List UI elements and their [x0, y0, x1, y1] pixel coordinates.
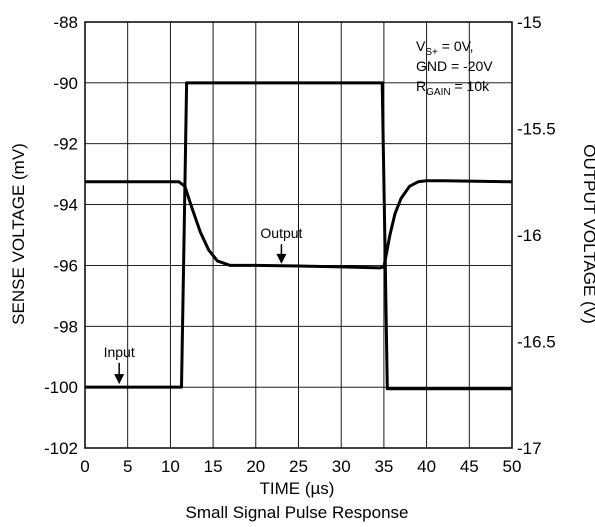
condition-rgain: RGAIN = 10k — [416, 78, 490, 98]
y-tick-label-left: -94 — [53, 196, 78, 215]
tick-labels: 0 5 10 15 20 25 30 35 40 45 50 -88 -90 -92 -94 -96 -98 -1… — [44, 13, 556, 476]
condition-vs: VS+ = 0V, — [416, 38, 474, 58]
annotations: Output Input — [104, 225, 303, 385]
y-tick-label-right: -16.5 — [517, 333, 556, 352]
y-axis-label-left: SENSE VOLTAGE (mV) — [9, 143, 28, 325]
series-line-output — [85, 179, 513, 270]
x-tick-label: 20 — [246, 457, 265, 476]
x-tick-label: 40 — [417, 457, 436, 476]
plot-frame — [84, 21, 513, 449]
x-tick-label: 15 — [204, 457, 223, 476]
annotation-output-arrow-head — [276, 253, 287, 264]
annotation-output-label: Output — [260, 225, 302, 241]
conditions-box: VS+ = 0V, GND = -20V RGAIN = 10k — [416, 38, 493, 98]
condition-gnd: GND = -20V — [416, 58, 493, 74]
y-tick-label-left: -88 — [53, 13, 78, 32]
y-tick-label-right: -15.5 — [517, 120, 556, 139]
x-tick-label: 45 — [460, 457, 479, 476]
x-tick-label: 25 — [289, 457, 308, 476]
x-axis-label: TIME (µs) — [260, 479, 335, 498]
series — [85, 81, 513, 391]
y-tick-label-left: -98 — [53, 317, 78, 336]
y-tick-label-right: -15 — [517, 13, 542, 32]
x-tick-label: 50 — [503, 457, 522, 476]
y-tick-label-right: -16 — [517, 226, 542, 245]
x-tick-label: 35 — [374, 457, 393, 476]
y-tick-label-left: -92 — [53, 135, 78, 154]
series-line-input — [85, 81, 512, 391]
chart-title: Small Signal Pulse Response — [185, 503, 408, 522]
y-tick-label-left: -100 — [44, 378, 78, 397]
x-tick-label: 5 — [123, 457, 132, 476]
x-tick-label: 30 — [332, 457, 351, 476]
y-axis-label-right: OUTPUT VOLTAGE (V) — [580, 144, 595, 323]
x-tick-label: 10 — [161, 457, 180, 476]
y-tick-label-left: -90 — [53, 74, 78, 93]
annotation-input-arrow-head — [114, 374, 125, 385]
y-tick-label-left: -96 — [53, 256, 78, 275]
y-tick-label-right: -17 — [517, 439, 542, 458]
x-tick-label: 0 — [80, 457, 89, 476]
annotation-input-label: Input — [104, 344, 135, 360]
y-tick-label-left: -102 — [44, 439, 78, 458]
